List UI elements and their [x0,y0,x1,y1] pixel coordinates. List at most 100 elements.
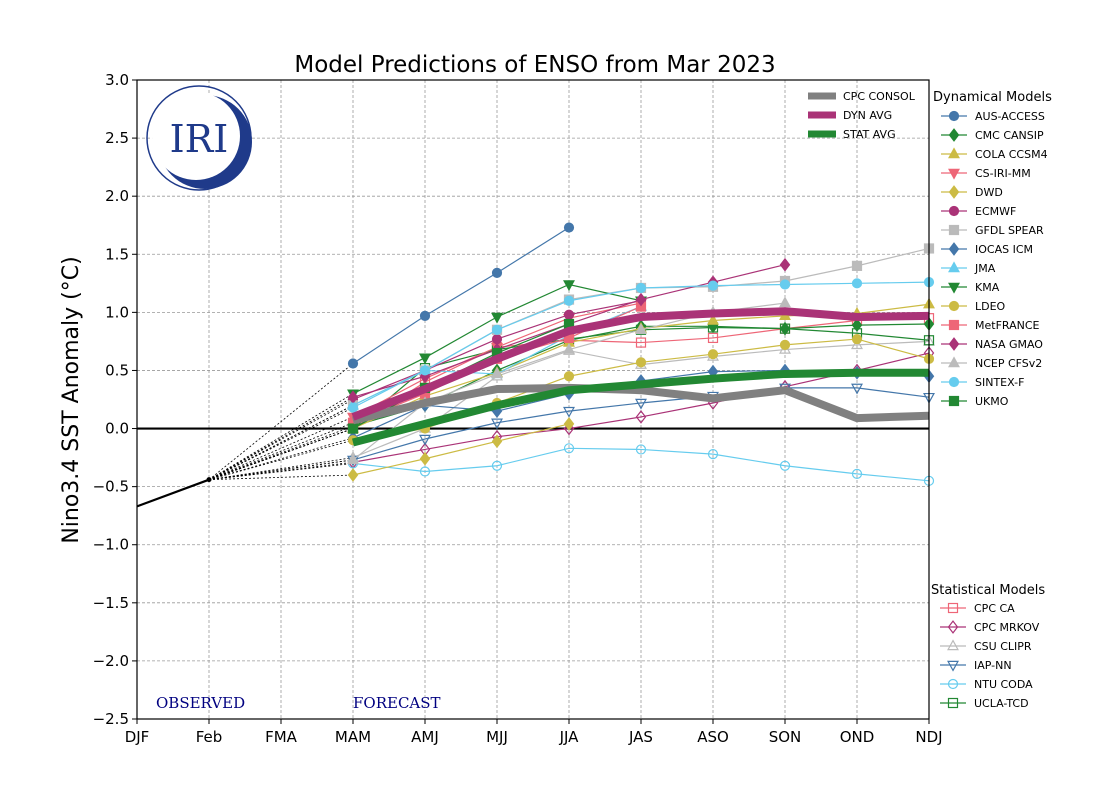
legend-marker [948,319,960,331]
x-tick-label: Feb [196,728,223,746]
plot-frame [136,79,930,720]
connector-line [208,407,354,481]
data-point [563,342,575,354]
y-tick-label: −1.0 [93,536,129,554]
y-tick-label: −2.0 [93,652,129,670]
connector-line [208,439,354,481]
legend-label: CMC CANSIP [975,129,1044,142]
legend-averages: CPC CONSOL DYN AVG STAT AVG [808,90,916,141]
data-point [563,406,575,418]
x-tick-label: MJJ [486,728,508,746]
connector-line [208,404,354,481]
average-line-cpc-consol [352,383,930,425]
series-line [352,317,930,430]
legend-marker [948,395,960,407]
series-sintex-f [347,277,935,413]
x-tick-label: SON [769,728,802,746]
series-layer [136,222,935,508]
legend-label: NASA GMAO [975,338,1043,351]
legend-label: STAT AVG [843,128,896,141]
series-line [352,423,570,476]
legend-label: JMA [974,262,996,275]
data-point [347,358,359,369]
legend-label: CSU CLIPR [974,640,1032,653]
legend-marker [947,602,959,614]
legend-statistical-title: Statistical Models [931,583,1045,598]
data-point [707,332,719,344]
data-point [779,257,791,272]
chart-title: Model Predictions of ENSO from Mar 2023 [294,52,775,78]
data-point [851,383,863,395]
legend-marker [948,185,960,199]
data-point [779,321,791,336]
legend-marker [947,697,959,709]
data-point [635,444,647,455]
data-point [707,449,719,460]
data-point [851,318,863,332]
data-point [419,451,431,466]
y-tick-label: −2.5 [93,710,129,728]
data-point [491,312,503,324]
observed-point [206,477,212,483]
data-point [635,410,647,424]
x-tick-label: FMA [265,728,298,746]
data-point [491,434,503,449]
legend-marker [948,376,960,388]
legend-label: IOCAS ICM [975,243,1033,256]
data-point [707,349,719,360]
connector-line [208,363,354,480]
legend-marker [948,147,960,159]
series-ntu-coda [347,443,935,486]
iri-logo: IRI [146,85,252,191]
average-line-stat-avg [352,368,929,447]
connector-line [208,474,354,481]
series-aus-access [347,222,575,369]
connector-line [208,459,354,481]
data-point [419,466,431,477]
legend-label: CPC MRKOV [974,621,1040,634]
connector-line [208,422,354,481]
x-ticks: DJF Feb FMA MAM AMJ MJJ JJA JAS ASO SON OND NDJ [125,719,943,746]
data-point [635,282,647,294]
data-point [491,460,503,471]
legend-marker [948,337,960,351]
data-point [563,222,575,233]
data-point [563,295,575,306]
legend-marker [948,224,960,236]
y-tick-label: 0.0 [105,420,129,438]
legend-label: ECMWF [975,205,1016,218]
data-point [347,423,359,434]
x-tick-label: OND [840,728,875,746]
data-point [851,333,863,345]
x-tick-label: NDJ [915,728,942,746]
legend-label: CPC CONSOL [843,90,916,103]
y-tick-label: −1.5 [93,594,129,612]
legend-marker [948,261,960,273]
logo-text: IRI [170,117,229,161]
data-point [563,417,575,431]
observed-line [136,478,210,508]
legend-label: NCEP CFSv2 [975,357,1042,370]
data-point [779,296,791,308]
data-point [851,260,863,271]
legend-label: GFDL SPEAR [975,224,1044,237]
x-tick-label: ASO [697,728,729,746]
legend-statistical: Statistical Models CPC CA CPC MRKOV CSU CL… [931,583,1045,710]
data-point [707,313,719,325]
legend-dynamical: Dynamical Models AUS-ACCESS CMC CANSIP COL… [933,90,1052,408]
x-tick-label: DJF [125,728,150,746]
legend-label: UKMO [975,395,1009,408]
legend-marker [948,242,960,256]
connector-line [208,399,354,481]
legend-label: UCLA-TCD [974,697,1029,710]
y-tick-label: 2.0 [105,187,129,205]
data-point [347,453,359,465]
series-line [352,227,570,364]
legend-dynamical-title: Dynamical Models [933,90,1052,105]
legend-label: KMA [975,281,1000,294]
data-point [707,280,719,291]
series-dwd [347,417,575,482]
legend-marker [948,356,960,368]
forecast-label: FORECAST [353,694,441,712]
y-ticks: 3.0 2.5 2.0 1.5 1.0 0.5 0.0 −0.5 −1.0 −1.5 −2.0 −2.… [93,71,137,728]
